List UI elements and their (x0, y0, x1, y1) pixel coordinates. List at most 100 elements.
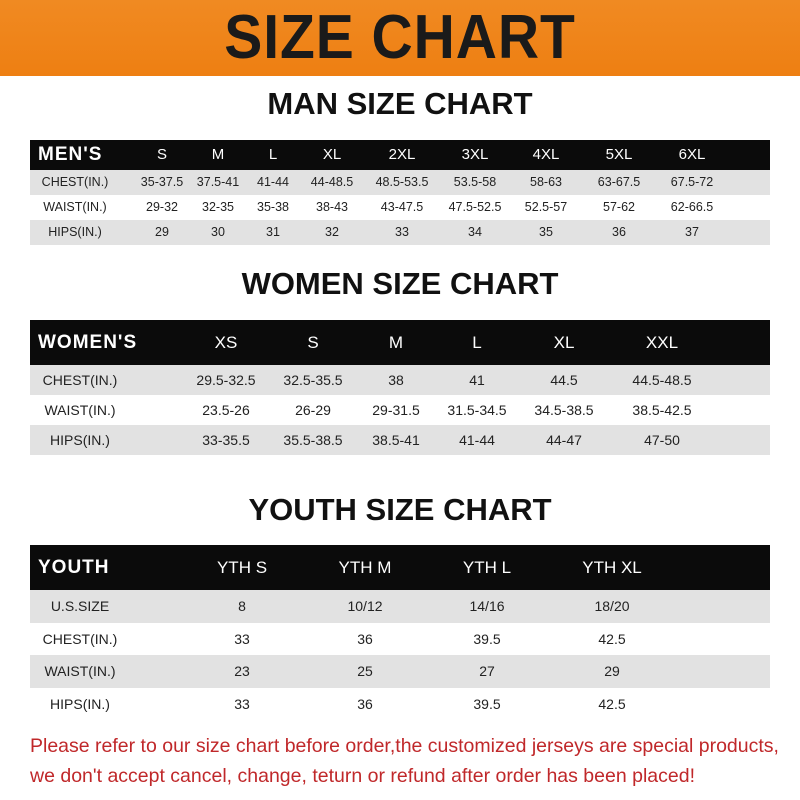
table-cell: 37 (685, 225, 699, 239)
table-cell: 36 (357, 630, 373, 647)
table-cell: 67.5-72 (670, 175, 714, 189)
women-title: WOMEN SIZE CHART (241, 266, 559, 301)
women-size-table: WOMEN'S XS S M L XL XXL CHEST(IN.) 29.5-32.5 32.5… (30, 320, 770, 455)
table-cell: 35 (539, 225, 553, 239)
table-cell: 42.5 (598, 630, 626, 647)
size-header: M (388, 333, 404, 352)
table-row: CHEST(IN.) 33 36 39.5 42.5 (30, 623, 770, 656)
table-cell: 62-66.5 (670, 200, 714, 214)
youth-header-row: YOUTH YTH S YTH M YTH L YTH XL (30, 545, 770, 590)
men-header-row: MEN'S S M L XL 2XL 3XL 4XL 5XL 6XL (30, 140, 770, 170)
table-cell: 53.5-58 (453, 175, 497, 189)
youth-title: YOUTH SIZE CHART (248, 492, 552, 527)
table-row: WAIST(IN.) 23 25 27 29 (30, 655, 770, 688)
size-header: L (268, 146, 278, 163)
size-header: YTH S (216, 558, 268, 577)
table-cell: 32 (325, 225, 339, 239)
size-header: YTH L (462, 558, 512, 577)
banner: SIZE CHART (0, 0, 800, 76)
row-label: WAIST(IN.) (44, 402, 116, 418)
table-cell: 8 (238, 598, 246, 614)
table-cell: 33-35.5 (202, 432, 250, 448)
notice-line-1: Please refer to our size chart before or… (30, 735, 779, 757)
table-cell: 63-67.5 (597, 175, 641, 189)
table-cell: 29-32 (146, 200, 178, 214)
table-cell: 26-29 (295, 402, 331, 418)
youth-size-table: YOUTH YTH S YTH M YTH L YTH XL U.S.SIZE 8 10/12… (30, 545, 770, 720)
size-header: 5XL (605, 146, 633, 163)
table-cell: 38-43 (316, 200, 348, 214)
size-header: M (211, 146, 225, 163)
table-cell: 44.5 (550, 372, 578, 388)
table-cell: 36 (612, 225, 626, 239)
table-cell: 58-63 (530, 175, 562, 189)
notice-line-2: we don't accept cancel, change, teturn o… (30, 765, 695, 787)
men-title: MAN SIZE CHART (267, 86, 533, 121)
row-label: WAIST(IN.) (44, 663, 116, 679)
table-cell: 41 (469, 372, 485, 388)
women-header-row: WOMEN'S XS S M L XL XXL (30, 320, 770, 365)
table-cell: 47-50 (644, 432, 680, 448)
table-cell: 35-37.5 (140, 175, 184, 189)
size-header: XS (214, 333, 238, 352)
table-cell: 41-44 (459, 432, 495, 448)
table-cell: 29 (604, 663, 620, 679)
table-label: WOMEN'S (38, 332, 138, 353)
table-cell: 33 (234, 630, 250, 647)
table-cell: 14/16 (469, 598, 505, 614)
table-cell: 57-62 (603, 200, 635, 214)
table-cell: 44.5-48.5 (632, 372, 692, 388)
table-cell: 48.5-53.5 (375, 175, 429, 189)
row-label: WAIST(IN.) (43, 200, 107, 214)
men-size-table: MEN'S S M L XL 2XL 3XL 4XL 5XL 6XL CHEST(IN.) 35-37… (30, 140, 770, 245)
table-cell: 33 (395, 225, 409, 239)
row-label: CHEST(IN.) (42, 630, 118, 647)
table-label: MEN'S (38, 144, 103, 165)
table-label: YOUTH (38, 557, 110, 578)
table-cell: 38.5-41 (372, 432, 420, 448)
table-cell: 29-31.5 (372, 402, 420, 418)
table-cell: 37.5-41 (196, 175, 240, 189)
size-header: 4XL (532, 146, 560, 163)
table-cell: 35.5-38.5 (283, 432, 343, 448)
size-header: 2XL (388, 146, 416, 163)
table-cell: 41-44 (257, 175, 289, 189)
table-row: U.S.SIZE 8 10/12 14/16 18/20 (30, 590, 770, 623)
table-row: CHEST(IN.) 29.5-32.5 32.5-35.5 38 41 44.5 44.5… (30, 365, 770, 395)
row-label: HIPS(IN.) (50, 432, 110, 448)
banner-title: SIZE CHART (224, 3, 576, 72)
table-cell: 42.5 (598, 695, 626, 712)
size-header: L (472, 333, 482, 352)
size-header: YTH M (338, 558, 392, 577)
row-label: U.S.SIZE (50, 598, 110, 614)
row-label: CHEST(IN.) (42, 372, 118, 388)
table-cell: 47.5-52.5 (448, 200, 502, 214)
row-label: HIPS(IN.) (50, 695, 110, 712)
table-cell: 31.5-34.5 (447, 402, 507, 418)
table-cell: 23.5-26 (202, 402, 250, 418)
table-cell: 52.5-57 (524, 200, 568, 214)
table-cell: 29.5-32.5 (196, 372, 256, 388)
size-header: S (307, 333, 319, 352)
table-cell: 25 (357, 663, 373, 679)
table-cell: 39.5 (473, 630, 501, 647)
table-cell: 10/12 (347, 598, 383, 614)
table-row: HIPS(IN.) 29 30 31 32 33 34 35 36 37 (30, 220, 770, 245)
table-cell: 35-38 (257, 200, 289, 214)
table-row: WAIST(IN.) 29-32 32-35 35-38 38-43 43-47.5 47.… (30, 195, 770, 220)
table-cell: 18/20 (594, 598, 630, 614)
table-cell: 32-35 (202, 200, 234, 214)
row-label: CHEST(IN.) (41, 175, 109, 189)
table-row: WAIST(IN.) 23.5-26 26-29 29-31.5 31.5-34.5 34… (30, 395, 770, 425)
size-header: XL (553, 333, 575, 352)
row-label: HIPS(IN.) (48, 225, 102, 239)
table-row: HIPS(IN.) 33-35.5 35.5-38.5 38.5-41 41-44 44-… (30, 425, 770, 455)
table-cell: 39.5 (473, 695, 501, 712)
table-cell: 23 (234, 663, 250, 679)
table-cell: 34 (468, 225, 482, 239)
table-cell: 38.5-42.5 (632, 402, 692, 418)
table-cell: 29 (155, 225, 169, 239)
table-cell: 27 (479, 663, 495, 679)
table-cell: 44-47 (546, 432, 582, 448)
table-cell: 44-48.5 (310, 175, 354, 189)
